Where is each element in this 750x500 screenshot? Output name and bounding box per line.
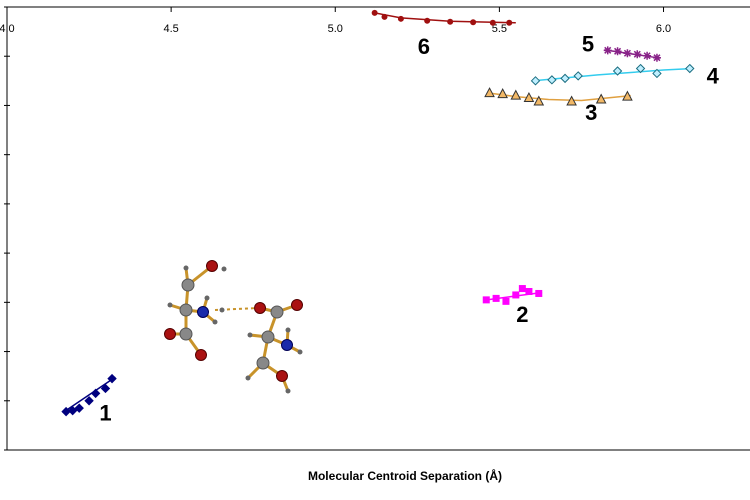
trend-line (604, 49, 661, 59)
data-point (652, 53, 661, 62)
data-point (622, 90, 633, 101)
data-point (470, 19, 477, 26)
data-point (523, 91, 535, 103)
molecule-illustration (164, 260, 303, 394)
data-point (512, 291, 520, 299)
data-point (547, 75, 557, 85)
series-label: 2 (516, 302, 528, 327)
series-layer: 1 2 3 4 5 6 (61, 9, 720, 425)
data-point (566, 95, 577, 106)
data-point (535, 289, 543, 297)
data-point (533, 95, 545, 106)
series-label: 5 (582, 31, 594, 56)
data-point (518, 285, 526, 293)
x-axis: 4.0 4.5 5.0 5.5 6.0 (0, 7, 671, 35)
data-point (595, 93, 607, 104)
data-point (502, 297, 510, 305)
data-point (633, 50, 642, 59)
data-point (67, 405, 78, 416)
data-point (381, 13, 388, 20)
x-tick-label: 5.5 (492, 23, 507, 35)
data-point (573, 71, 583, 81)
data-point (635, 63, 646, 74)
data-point (484, 87, 495, 98)
series-label: 3 (585, 100, 597, 125)
data-point (371, 9, 378, 16)
series-5: 5 (582, 31, 661, 62)
x-tick-label: 6.0 (656, 23, 671, 35)
data-point (623, 49, 632, 58)
series-3: 3 (484, 87, 633, 125)
data-point (107, 373, 117, 384)
data-point (497, 88, 509, 99)
data-point (685, 63, 695, 74)
data-point (482, 296, 490, 304)
trend-line (62, 376, 116, 414)
data-point (603, 46, 612, 55)
data-point (424, 17, 431, 24)
series-label: 6 (418, 34, 430, 59)
data-point (74, 403, 84, 413)
data-point (90, 388, 101, 399)
trend-line (489, 92, 631, 102)
series-label: 1 (99, 400, 111, 425)
x-tick-label: 4.0 (0, 23, 15, 35)
data-point (84, 396, 94, 406)
data-point (530, 76, 541, 86)
data-point (612, 66, 623, 76)
y-axis (4, 6, 10, 451)
data-point (492, 294, 500, 302)
series-4: 4 (530, 63, 720, 88)
x-tick-label: 4.5 (163, 23, 178, 35)
data-point (510, 89, 522, 100)
series-1: 1 (61, 373, 117, 425)
series-label: 4 (707, 63, 720, 88)
trend-line (532, 67, 694, 82)
data-point (652, 68, 662, 79)
plot-frame (6, 6, 750, 451)
data-point (506, 19, 513, 26)
x-axis-label: Molecular Centroid Separation (Å) (308, 468, 502, 483)
data-point (525, 288, 533, 296)
series-6: 6 (371, 9, 516, 59)
data-point (560, 73, 570, 84)
data-point (100, 383, 111, 394)
data-point (447, 18, 454, 25)
data-point (397, 15, 404, 22)
data-point (613, 47, 622, 56)
x-tick-label: 5.0 (328, 23, 343, 35)
data-point (489, 19, 496, 26)
data-point (643, 51, 652, 60)
series-2: 2 (482, 285, 543, 327)
